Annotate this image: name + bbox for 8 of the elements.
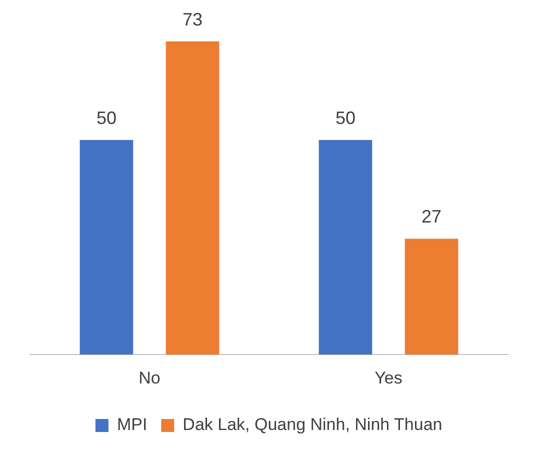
legend-label: MPI bbox=[116, 415, 148, 434]
data-label: 50 bbox=[335, 108, 356, 128]
x-tick-label: No bbox=[138, 368, 160, 388]
data-label: 27 bbox=[422, 206, 442, 227]
data-label: 73 bbox=[182, 9, 203, 30]
data-label: 50 bbox=[96, 108, 116, 128]
x-tick-label: Yes bbox=[374, 368, 402, 388]
legend-label: Dak Lak, Quang Ninh, Ninh Thuan bbox=[182, 415, 442, 434]
